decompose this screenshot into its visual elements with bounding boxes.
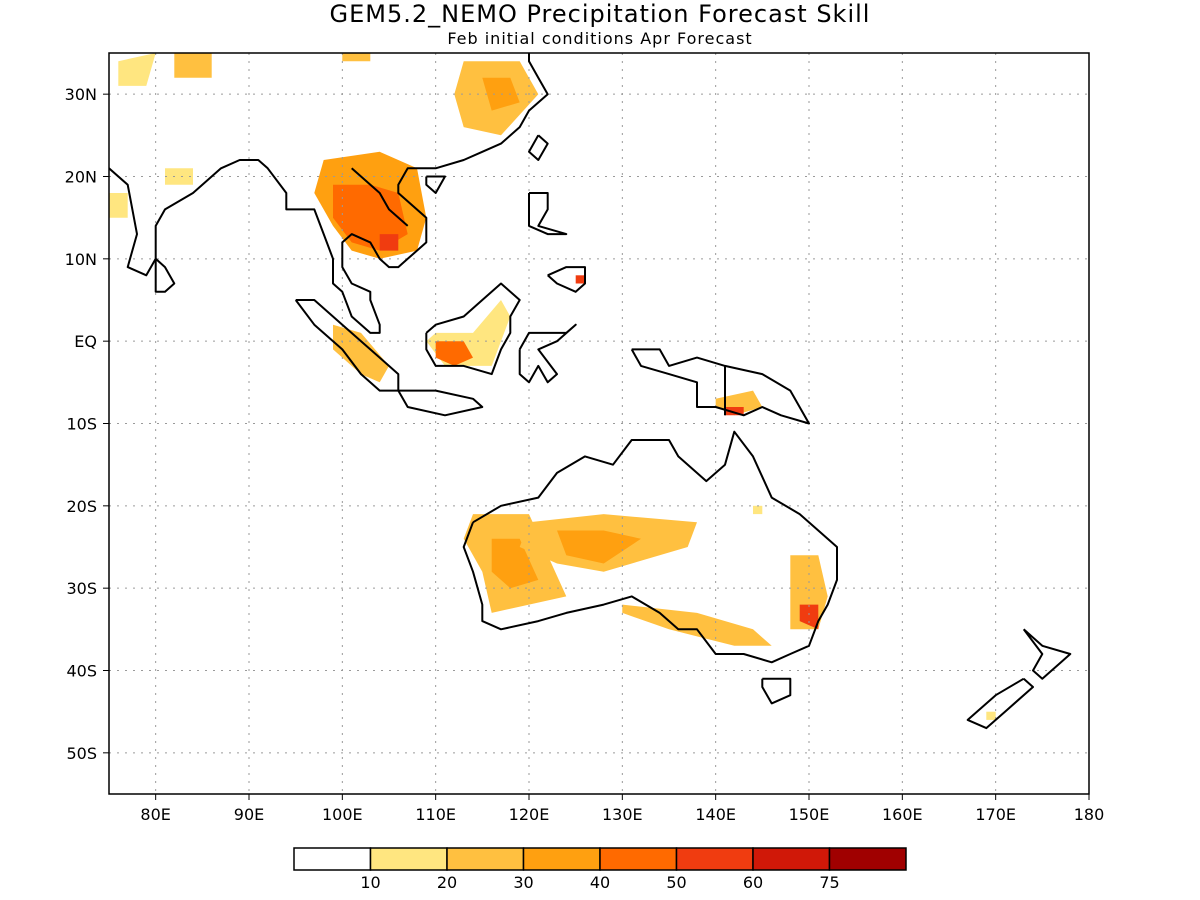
skill-region-west-india	[109, 193, 128, 218]
lat-tick-label: 30N	[65, 85, 97, 104]
skill-shading-layer	[109, 53, 996, 720]
coastline-tasmania	[761, 677, 792, 705]
colorbar-swatch	[828, 847, 907, 871]
colorbar-label: 50	[666, 873, 686, 892]
lon-tick-label: 150E	[789, 805, 830, 824]
skill-region-central-india	[165, 168, 193, 185]
lon-tick-label: 110E	[415, 805, 456, 824]
lat-tick-label: 20S	[66, 497, 97, 516]
skill-region-e-australia-core	[799, 604, 819, 630]
lat-tick-label: 40S	[66, 662, 97, 681]
lat-tick-label: 10S	[66, 415, 97, 434]
colorbar-swatch	[293, 847, 372, 871]
skill-region-queensland-spot	[753, 505, 763, 515]
lat-tick-label: 20N	[65, 168, 97, 187]
coastline-borneo	[425, 282, 521, 376]
colorbar-label: 30	[513, 873, 533, 892]
map-title: GEM5.2_NEMO Precipitation Forecast Skill	[330, 0, 871, 28]
colorbar-swatch	[599, 847, 678, 871]
skill-region-sumatra	[333, 324, 389, 383]
skill-region-cambodia-spot	[379, 234, 399, 251]
longitude-axis: 80E 90E 100E 110E 120E 130E 140E 150E 160E 170E 18…	[140, 794, 1104, 824]
skill-region-new-zealand-spot	[986, 711, 996, 720]
gridlines	[109, 53, 1089, 794]
lon-tick-label: 130E	[602, 805, 643, 824]
lon-tick-label: 170E	[975, 805, 1016, 824]
lat-tick-label: 30S	[66, 579, 97, 598]
colorbar-label: 10	[360, 873, 380, 892]
plot-area	[108, 52, 1090, 795]
colorbar-label: 60	[743, 873, 763, 892]
colorbar-boxes	[293, 847, 907, 871]
lat-tick-label: EQ	[74, 332, 97, 351]
colorbar-label: 20	[437, 873, 457, 892]
coastline-hainan	[425, 175, 446, 194]
latitude-axis: 30N 20N 10N EQ 10S 20S 30S 40S 50S	[65, 85, 109, 763]
skill-region-nw-india-1	[174, 53, 212, 78]
coastline-taiwan	[528, 134, 549, 161]
colorbar: 10 20 30 40 50 60 75	[293, 847, 907, 892]
coastline-sri-lanka	[154, 258, 176, 293]
skill-region-nw-india-2	[118, 53, 156, 86]
coastline-sulawesi	[518, 323, 577, 384]
skill-region-w-australia-core	[491, 538, 539, 589]
lon-tick-label: 90E	[234, 805, 264, 824]
skill-region-se-australia	[622, 604, 772, 646]
colorbar-swatch	[522, 847, 601, 871]
colorbar-swatch	[446, 847, 525, 871]
skill-region-borneo-core	[435, 341, 473, 366]
lon-tick-label: 160E	[882, 805, 923, 824]
skill-region-e-australia	[790, 555, 828, 630]
lat-tick-label: 50S	[66, 744, 97, 763]
lat-tick-label: 10N	[65, 250, 97, 269]
lon-tick-label: 100E	[322, 805, 363, 824]
coastline-south-asia	[109, 53, 549, 334]
border-indochina-border	[351, 167, 409, 227]
colorbar-label: 40	[590, 873, 610, 892]
lon-tick-label: 140E	[695, 805, 736, 824]
lon-tick-label: 80E	[140, 805, 170, 824]
coastlines	[109, 53, 1072, 730]
coastline-nz-south	[966, 677, 1034, 730]
skill-region-himalaya	[342, 53, 371, 62]
colorbar-labels: 10 20 30 40 50 60 75	[360, 873, 839, 892]
skill-region-mindanao-spot	[575, 275, 585, 284]
lon-tick-label: 180	[1074, 805, 1105, 824]
coastline-nz-north	[1022, 628, 1072, 680]
coastline-mindanao	[547, 266, 586, 293]
coastline-australia	[462, 430, 838, 664]
coastline-new-guinea	[630, 348, 810, 425]
colorbar-swatch	[752, 847, 831, 871]
colorbar-swatch	[369, 847, 448, 871]
lon-tick-label: 120E	[509, 805, 550, 824]
colorbar-swatch	[675, 847, 754, 871]
skill-region-c-australia-core	[557, 530, 641, 564]
coastline-luzon	[528, 192, 568, 236]
coastline-java	[397, 389, 484, 417]
colorbar-label: 75	[819, 873, 839, 892]
map-subtitle: Feb initial conditions Apr Forecast	[447, 29, 752, 48]
